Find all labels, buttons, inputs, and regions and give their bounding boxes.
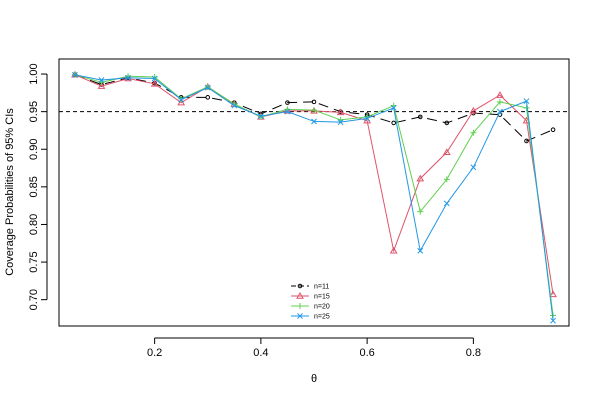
data-point <box>284 108 291 115</box>
data-point <box>444 120 450 126</box>
data-point <box>364 115 371 122</box>
y-tick-label: 0.75 <box>28 251 40 272</box>
legend-marker <box>296 291 304 299</box>
data-point <box>98 77 105 83</box>
data-point <box>469 106 478 114</box>
x-axis-title: θ <box>311 373 317 385</box>
data-point <box>150 79 159 87</box>
legend-item: n=25 <box>291 313 330 321</box>
y-tick-label: 0.70 <box>28 289 40 310</box>
data-point <box>257 113 264 120</box>
y-tick-label: 0.90 <box>28 139 40 160</box>
data-point <box>391 120 396 126</box>
series-n-25 <box>72 71 556 324</box>
data-point <box>523 98 530 105</box>
data-point <box>550 317 556 324</box>
legend-item: n=20 <box>291 303 330 311</box>
legend-marker <box>297 303 303 309</box>
data-point <box>390 104 397 111</box>
data-point <box>524 138 529 144</box>
y-tick-label: 0.95 <box>28 101 40 122</box>
data-point <box>204 83 211 90</box>
x-tick-label: 0.2 <box>147 347 162 359</box>
legend-item: n=15 <box>291 291 330 301</box>
data-point <box>549 290 557 298</box>
legend-label: n=11 <box>314 284 329 291</box>
data-point <box>177 98 186 106</box>
legend-item: n=11 <box>291 284 329 291</box>
data-point <box>311 118 317 125</box>
data-point <box>523 104 530 111</box>
data-point <box>311 107 317 114</box>
legend-label: n=15 <box>314 294 330 301</box>
data-point <box>204 84 211 91</box>
y-axis-title: Coverage Probabilities of 95% CIs <box>4 108 16 276</box>
legend-label: n=25 <box>314 314 330 321</box>
data-point <box>125 74 131 81</box>
data-point <box>417 208 424 215</box>
data-point <box>496 91 504 98</box>
data-point <box>470 129 477 136</box>
legend-label: n=20 <box>314 304 330 311</box>
x-tick-label: 0.8 <box>466 347 481 359</box>
series-n-20 <box>71 71 557 319</box>
y-tick-label: 1.00 <box>28 63 40 84</box>
data-point <box>443 176 450 183</box>
data-point <box>178 96 185 103</box>
legend-marker <box>297 283 303 289</box>
data-point <box>205 95 211 100</box>
data-point <box>496 98 503 105</box>
data-point <box>550 127 556 132</box>
series-layer <box>71 70 557 324</box>
data-point <box>97 82 106 89</box>
x-tick-label: 0.4 <box>253 347 268 359</box>
data-point <box>337 119 344 126</box>
data-point <box>389 246 398 254</box>
x-tick-label: 0.6 <box>359 347 374 359</box>
data-point <box>72 71 78 78</box>
data-point <box>257 113 264 120</box>
x-axis: 0.2 0.4 0.6 0.8 <box>147 337 481 359</box>
data-point <box>416 174 425 182</box>
data-point <box>417 247 424 254</box>
data-point <box>231 102 238 109</box>
y-axis: 0.70 0.75 0.80 0.85 0.90 0.95 1.00 <box>28 63 48 310</box>
data-point <box>497 108 503 115</box>
data-point <box>442 148 451 156</box>
data-point <box>151 75 158 82</box>
data-point <box>417 114 423 120</box>
data-point <box>443 200 450 207</box>
data-point <box>285 100 290 105</box>
data-point <box>311 99 317 105</box>
y-tick-label: 0.80 <box>28 214 40 235</box>
legend-marker <box>297 313 303 319</box>
y-tick-label: 0.85 <box>28 176 40 197</box>
plot-frame <box>58 58 570 327</box>
data-point <box>336 108 345 116</box>
series-n-15 <box>71 70 557 298</box>
legend: n=11 n=15 n=20 n=25 <box>291 284 330 321</box>
data-point <box>470 164 477 171</box>
